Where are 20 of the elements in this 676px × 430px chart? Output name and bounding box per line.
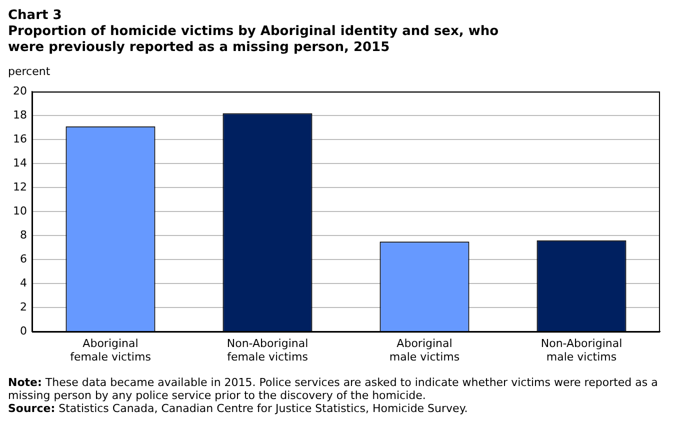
y-tick-label: 14 (12, 156, 27, 170)
y-tick-label: 4 (20, 276, 27, 290)
x-tick-label: Aboriginal female victims (70, 337, 152, 364)
source-note: Source: Statistics Canada, Canadian Centre for Justice Statistics, Homicide Survey. (8, 402, 468, 415)
y-tick-label: 6 (20, 252, 27, 266)
y-tick-label: 8 (20, 228, 27, 242)
y-tick-label: 20 (12, 84, 27, 98)
y-tick-label: 18 (12, 108, 27, 122)
x-tick-label: Non-Aboriginal female victims (226, 337, 308, 364)
chart-subtitle: Proportion of homicide victims by Aboriginal identity and sex, who were previously reported as a missing person, 2015 (8, 24, 500, 56)
y-tick-label: 12 (12, 180, 27, 194)
y-tick-label: 16 (12, 132, 27, 146)
y-tick-label: 0 (20, 324, 27, 338)
y-axis-title: percent (8, 65, 52, 78)
x-tick-label: Non-Aboriginal male victims (540, 337, 622, 364)
chart-title: Chart 3 (8, 8, 63, 24)
y-tick-label: 2 (20, 300, 27, 314)
x-tick-label: Aboriginal male victims (389, 337, 460, 364)
text: Note: These data became available in 2015. Police services are asked to indicate whether victims were reported as a missing person by any police service prior to the discovery of the homicide. (8, 376, 658, 402)
y-tick-label: 10 (12, 204, 27, 218)
